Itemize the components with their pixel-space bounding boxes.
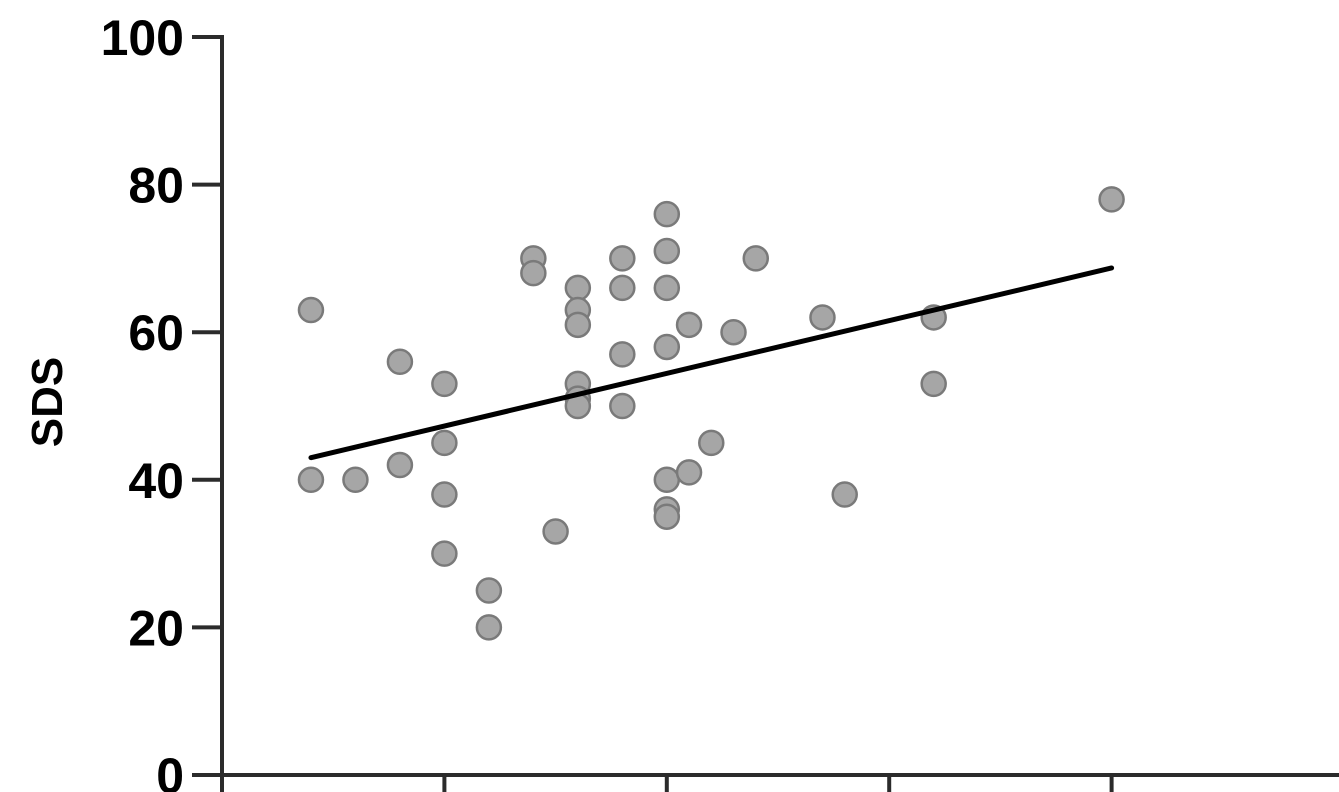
data-point bbox=[809, 304, 836, 331]
data-point bbox=[564, 311, 592, 339]
data-point bbox=[653, 274, 681, 302]
data-point bbox=[698, 429, 725, 457]
y-tick-label: 20 bbox=[128, 600, 184, 656]
y-axis-ticks: 0 20 40 60 80 100 bbox=[101, 10, 222, 792]
trend-line bbox=[308, 265, 1115, 461]
y-tick-label: 0 bbox=[156, 748, 184, 792]
data-point bbox=[609, 245, 636, 272]
data-point bbox=[609, 274, 636, 302]
data-point bbox=[431, 481, 458, 508]
y-tick-label: 80 bbox=[128, 158, 184, 214]
data-point bbox=[431, 370, 458, 398]
data-point bbox=[297, 466, 325, 494]
data-point bbox=[475, 577, 503, 604]
data-point bbox=[831, 481, 858, 508]
data-point bbox=[542, 518, 569, 545]
data-point bbox=[342, 466, 369, 494]
data-point bbox=[609, 392, 636, 420]
data-point bbox=[675, 311, 703, 339]
data-point bbox=[520, 259, 547, 287]
data-point bbox=[386, 451, 414, 479]
x-axis-ticks bbox=[220, 775, 1114, 792]
y-tick-label: 40 bbox=[128, 453, 184, 509]
data-point bbox=[653, 503, 681, 530]
axes-layer: 0 20 40 60 80 100 bbox=[101, 10, 1339, 792]
data-point bbox=[386, 348, 414, 375]
data-point bbox=[475, 614, 503, 641]
data-point bbox=[609, 341, 636, 368]
y-tick-label: 60 bbox=[128, 305, 184, 361]
y-tick-label: 100 bbox=[101, 10, 184, 66]
y-axis-title: SDS bbox=[23, 357, 72, 447]
data-point bbox=[653, 237, 681, 265]
data-point bbox=[675, 459, 703, 486]
data-point bbox=[720, 318, 747, 346]
data-point bbox=[431, 429, 458, 457]
data-point bbox=[1098, 186, 1125, 213]
data-point bbox=[653, 333, 681, 361]
data-point bbox=[653, 200, 681, 228]
data-point bbox=[742, 245, 770, 272]
data-point bbox=[564, 274, 592, 302]
data-point bbox=[653, 466, 681, 494]
data-points bbox=[297, 186, 1125, 641]
data-point bbox=[920, 370, 947, 398]
data-point bbox=[431, 540, 458, 567]
data-point bbox=[297, 296, 325, 324]
